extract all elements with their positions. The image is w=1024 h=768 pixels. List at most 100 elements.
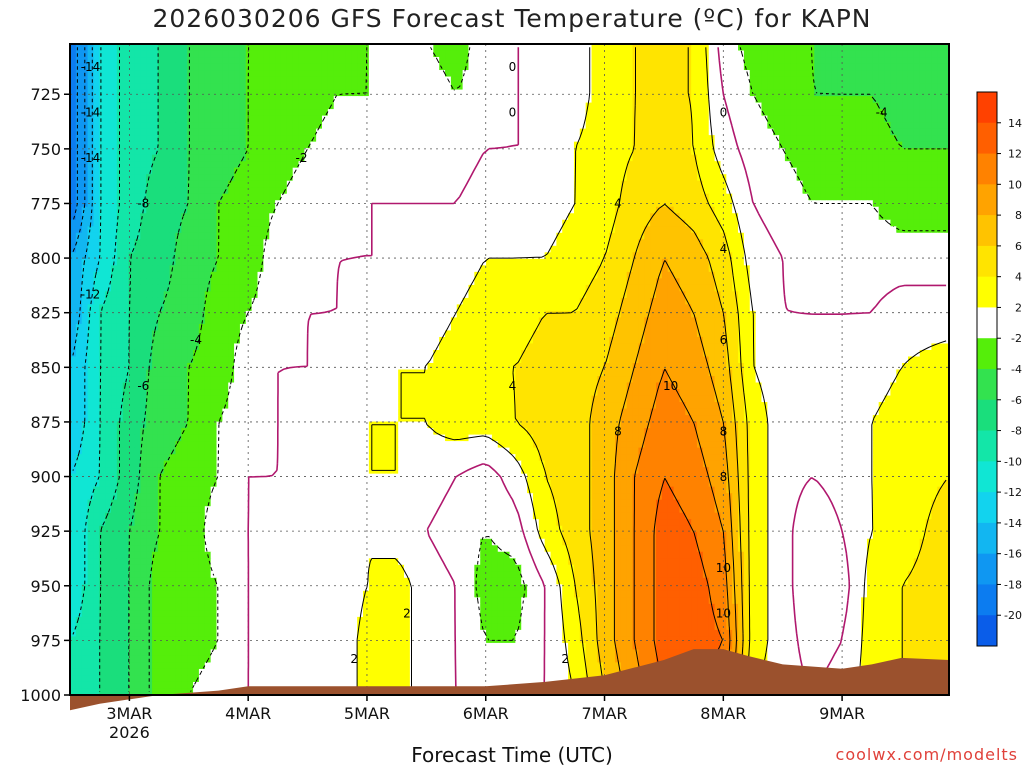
temperature-cell: [679, 167, 686, 175]
temperature-cell: [597, 219, 604, 227]
temperature-cell: [316, 226, 323, 234]
temperature-cell: [743, 193, 751, 201]
temperature-cell: [111, 128, 118, 136]
temperature-cell: [204, 83, 212, 91]
temperature-cell: [931, 252, 938, 260]
temperature-cell: [245, 226, 253, 234]
temperature-cell: [486, 206, 493, 214]
temperature-cell: [415, 115, 423, 123]
temperature-cell: [204, 167, 212, 175]
temperature-cell: [398, 63, 405, 71]
temperature-cell: [773, 109, 780, 117]
temperature-cell: [404, 83, 411, 91]
temperature-cell: [491, 109, 499, 117]
temperature-cell: [345, 213, 352, 221]
temperature-cell: [796, 232, 804, 240]
temperature-cell: [597, 44, 604, 52]
temperature-cell: [861, 44, 868, 52]
temperature-cell: [357, 187, 364, 195]
temperature-cell: [726, 102, 733, 110]
temperature-cell: [825, 245, 833, 253]
temperature-cell: [527, 89, 534, 97]
temperature-cell: [187, 226, 194, 234]
temperature-cell: [445, 239, 452, 247]
temperature-cell: [562, 102, 569, 110]
temperature-cell: [163, 115, 171, 123]
temperature-cell: [907, 44, 915, 52]
temperature-cell: [480, 200, 487, 208]
temperature-cell: [216, 252, 223, 260]
temperature-cell: [357, 219, 364, 227]
temperature-cell: [474, 193, 481, 201]
temperature-cell: [398, 141, 405, 149]
temperature-cell: [861, 232, 868, 240]
temperature-cell: [556, 245, 563, 253]
temperature-cell: [468, 44, 475, 52]
temperature-cell: [310, 89, 317, 97]
temperature-cell: [70, 122, 77, 130]
temperature-cell: [855, 70, 862, 78]
temperature-cell: [327, 258, 335, 266]
temperature-cell: [257, 219, 264, 227]
temperature-cell: [404, 122, 411, 130]
temperature-cell: [163, 180, 171, 188]
temperature-cell: [714, 141, 722, 149]
temperature-cell: [134, 50, 141, 58]
temperature-cell: [925, 180, 933, 188]
temperature-cell: [409, 187, 417, 195]
temperature-cell: [368, 174, 376, 182]
temperature-cell: [404, 76, 411, 84]
temperature-cell: [591, 70, 598, 78]
temperature-cell: [169, 180, 177, 188]
temperature-cell: [105, 141, 112, 149]
temperature-cell: [404, 128, 411, 136]
temperature-cell: [87, 76, 95, 84]
temperature-cell: [339, 187, 347, 195]
temperature-cell: [456, 161, 464, 169]
temperature-cell: [896, 174, 903, 182]
temperature-cell: [134, 213, 141, 221]
temperature-cell: [263, 239, 270, 247]
temperature-cell: [339, 141, 347, 149]
temperature-cell: [931, 232, 938, 240]
temperature-cell: [579, 232, 587, 240]
temperature-cell: [896, 57, 903, 65]
temperature-cell: [128, 213, 136, 221]
temperature-cell: [872, 50, 880, 58]
temperature-cell: [702, 89, 710, 97]
temperature-cell: [632, 174, 640, 182]
temperature-cell: [538, 122, 546, 130]
temperature-cell: [116, 206, 124, 214]
temperature-cell: [321, 161, 329, 169]
temperature-cell: [644, 102, 651, 110]
temperature-cell: [738, 83, 745, 91]
temperature-cell: [931, 219, 938, 227]
temperature-cell: [544, 141, 552, 149]
temperature-cell: [210, 109, 218, 117]
temperature-cell: [890, 187, 897, 195]
temperature-cell: [532, 148, 540, 156]
temperature-cell: [509, 174, 516, 182]
temperature-cell: [556, 174, 563, 182]
temperature-cell: [556, 226, 563, 234]
temperature-cell: [181, 102, 188, 110]
temperature-cell: [234, 154, 241, 162]
temperature-cell: [257, 193, 264, 201]
temperature-cell: [316, 245, 323, 253]
temperature-cell: [638, 180, 645, 188]
temperature-cell: [626, 180, 634, 188]
temperature-cell: [603, 213, 610, 221]
temperature-cell: [802, 161, 809, 169]
temperature-cell: [169, 63, 177, 71]
temperature-cell: [825, 83, 833, 91]
temperature-cell: [673, 141, 681, 149]
temperature-cell: [368, 102, 376, 110]
temperature-cell: [620, 89, 628, 97]
temperature-cell: [673, 109, 681, 117]
temperature-cell: [345, 154, 352, 162]
temperature-cell: [603, 57, 610, 65]
temperature-cell: [421, 141, 429, 149]
temperature-cell: [134, 258, 141, 266]
temperature-cell: [714, 122, 722, 130]
temperature-cell: [140, 154, 147, 162]
